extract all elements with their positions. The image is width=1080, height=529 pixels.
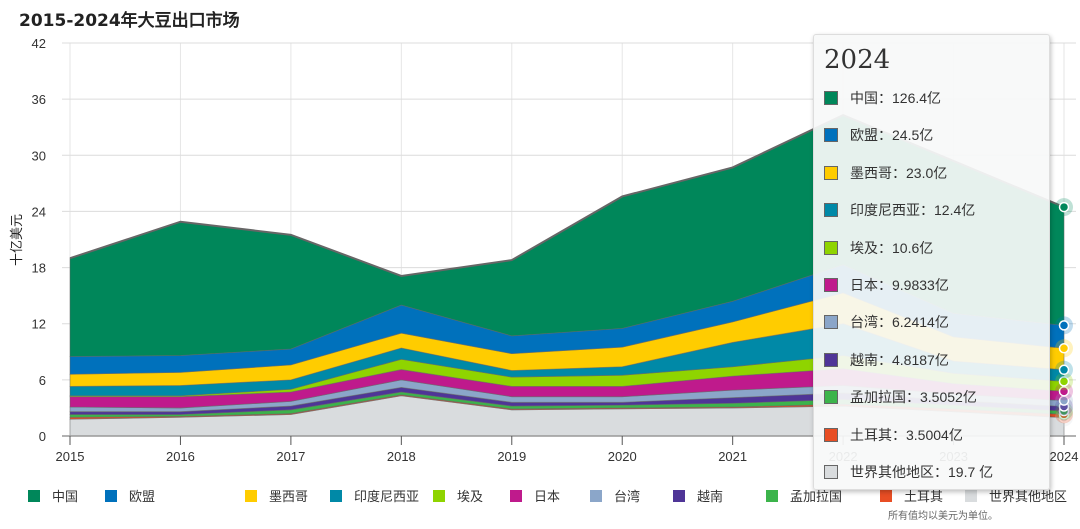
tooltip-row: 欧盟：24.5亿 <box>824 125 933 145</box>
legend-label: 孟加拉国 <box>790 489 843 504</box>
legend-item[interactable]: 墨西哥 <box>245 486 308 505</box>
tooltip-title: 2024 <box>824 45 891 75</box>
tooltip-value: 世界其他地区：19.7 亿 <box>850 464 994 480</box>
tooltip-swatch <box>824 390 838 405</box>
hover-marker-5 <box>1058 386 1070 397</box>
chart-legend: 中国 欧盟 墨西哥 印度尼西亚 埃及 日本 台湾 越南 孟加拉国 土耳其 世界其他地区 <box>0 486 1080 506</box>
y-tick-label: 36 <box>32 92 46 107</box>
tooltip-value: 印度尼西亚：12.4亿 <box>850 202 976 219</box>
legend-item[interactable]: 孟加拉国 <box>766 486 842 505</box>
legend-swatch <box>880 489 892 502</box>
x-tick-label: 2016 <box>166 449 195 464</box>
tooltip-row: 中国：126.4亿 <box>824 88 941 108</box>
legend-label: 墨西哥 <box>269 489 309 504</box>
y-axis-label: 十亿美元 <box>10 214 25 266</box>
legend-item[interactable]: 世界其他地区 <box>965 486 1067 505</box>
legend-item[interactable]: 日本 <box>510 486 560 505</box>
y-tick-label: 30 <box>32 148 46 163</box>
tooltip-swatch <box>824 278 838 292</box>
tooltip-value: 中国：126.4亿 <box>850 90 942 106</box>
y-tick-label: 12 <box>32 317 46 332</box>
legend-swatch <box>510 489 522 502</box>
tooltip-value: 土耳其：3.5004亿 <box>850 426 963 443</box>
tooltip-swatch <box>824 240 838 255</box>
legend-swatch <box>673 489 685 502</box>
legend-item[interactable]: 印度尼西亚 <box>330 486 419 505</box>
x-tick-label: 2015 <box>56 449 85 464</box>
legend-item[interactable]: 土耳其 <box>880 486 943 505</box>
x-tick-label: 2020 <box>608 449 637 464</box>
tooltip-row: 越南：4.8187亿 <box>824 350 949 370</box>
tooltip-value: 越南：4.8187亿 <box>850 351 949 368</box>
x-tick-label: 2019 <box>497 449 526 464</box>
tooltip-row: 印度尼西亚：12.4亿 <box>824 200 975 220</box>
tooltip-swatch <box>824 165 838 180</box>
legend-label: 台湾 <box>614 489 641 504</box>
tooltip-swatch <box>824 427 838 442</box>
legend-item[interactable]: 埃及 <box>433 486 483 505</box>
tooltip: 2024 中国：126.4亿 欧盟：24.5亿 墨西哥：23.0亿印度尼西亚：12.… <box>813 34 1050 490</box>
legend-label: 土耳其 <box>904 489 944 504</box>
legend-item[interactable]: 台湾 <box>590 486 640 505</box>
legend-swatch <box>965 489 977 502</box>
legend-item[interactable]: 中国 <box>28 486 78 505</box>
tooltip-value: 欧盟：24.5亿 <box>850 127 934 144</box>
tooltip-row: 台湾：6.2414亿 <box>824 312 949 332</box>
legend-label: 埃及 <box>457 489 484 504</box>
hover-marker-6 <box>1058 376 1070 387</box>
tooltip-row: 土耳其：3.5004亿 <box>824 425 963 445</box>
legend-label: 印度尼西亚 <box>354 489 420 504</box>
hover-marker-10 <box>1058 201 1070 213</box>
tooltip-row: 日本：9.9833亿 <box>824 275 949 295</box>
y-tick-label: 6 <box>39 373 46 388</box>
tooltip-swatch <box>824 352 838 367</box>
tooltip-swatch <box>824 465 838 479</box>
legend-swatch <box>766 489 778 502</box>
legend-label: 欧盟 <box>129 489 156 504</box>
legend-swatch <box>28 489 40 502</box>
hover-marker-8 <box>1058 343 1070 354</box>
legend-swatch <box>245 489 257 502</box>
y-tick-label: 18 <box>32 261 46 276</box>
tooltip-value: 孟加拉国：3.5052亿 <box>850 389 977 406</box>
legend-label: 越南 <box>697 489 724 504</box>
legend-item[interactable]: 欧盟 <box>105 486 155 505</box>
legend-swatch <box>330 489 342 502</box>
x-tick-label: 2024 <box>1050 449 1079 464</box>
legend-label: 世界其他地区 <box>989 489 1068 504</box>
y-tick-label: 0 <box>39 429 46 444</box>
tooltip-row: 墨西哥：23.0亿 <box>824 163 947 183</box>
tooltip-swatch <box>824 128 838 143</box>
x-tick-label: 2021 <box>718 449 747 464</box>
tooltip-swatch <box>824 91 838 105</box>
legend-swatch <box>105 489 117 502</box>
legend-label: 日本 <box>534 489 561 504</box>
x-tick-label: 2018 <box>387 449 416 464</box>
tooltip-value: 日本：9.9833亿 <box>850 277 949 293</box>
tooltip-row: 孟加拉国：3.5052亿 <box>824 387 977 407</box>
legend-label: 中国 <box>52 489 79 504</box>
y-tick-label: 42 <box>32 36 46 51</box>
units-note: 所有值均以美元为单位。 <box>888 511 998 522</box>
x-tick-label: 2017 <box>276 449 305 464</box>
hover-marker-7 <box>1058 364 1070 376</box>
tooltip-swatch <box>824 203 838 218</box>
legend-item[interactable]: 越南 <box>673 486 723 505</box>
tooltip-row: 世界其他地区：19.7 亿 <box>824 462 993 482</box>
tooltip-value: 墨西哥：23.0亿 <box>850 164 948 181</box>
tooltip-value: 埃及：10.6亿 <box>850 239 934 256</box>
tooltip-value: 台湾：6.2414亿 <box>850 314 949 331</box>
legend-swatch <box>433 489 445 502</box>
y-tick-label: 24 <box>32 204 46 219</box>
tooltip-swatch <box>824 315 838 330</box>
tooltip-row: 埃及：10.6亿 <box>824 238 933 258</box>
hover-marker-9 <box>1058 320 1070 331</box>
legend-swatch <box>590 489 602 502</box>
chart-title: 2015-2024年大豆出口市场 <box>19 11 240 31</box>
